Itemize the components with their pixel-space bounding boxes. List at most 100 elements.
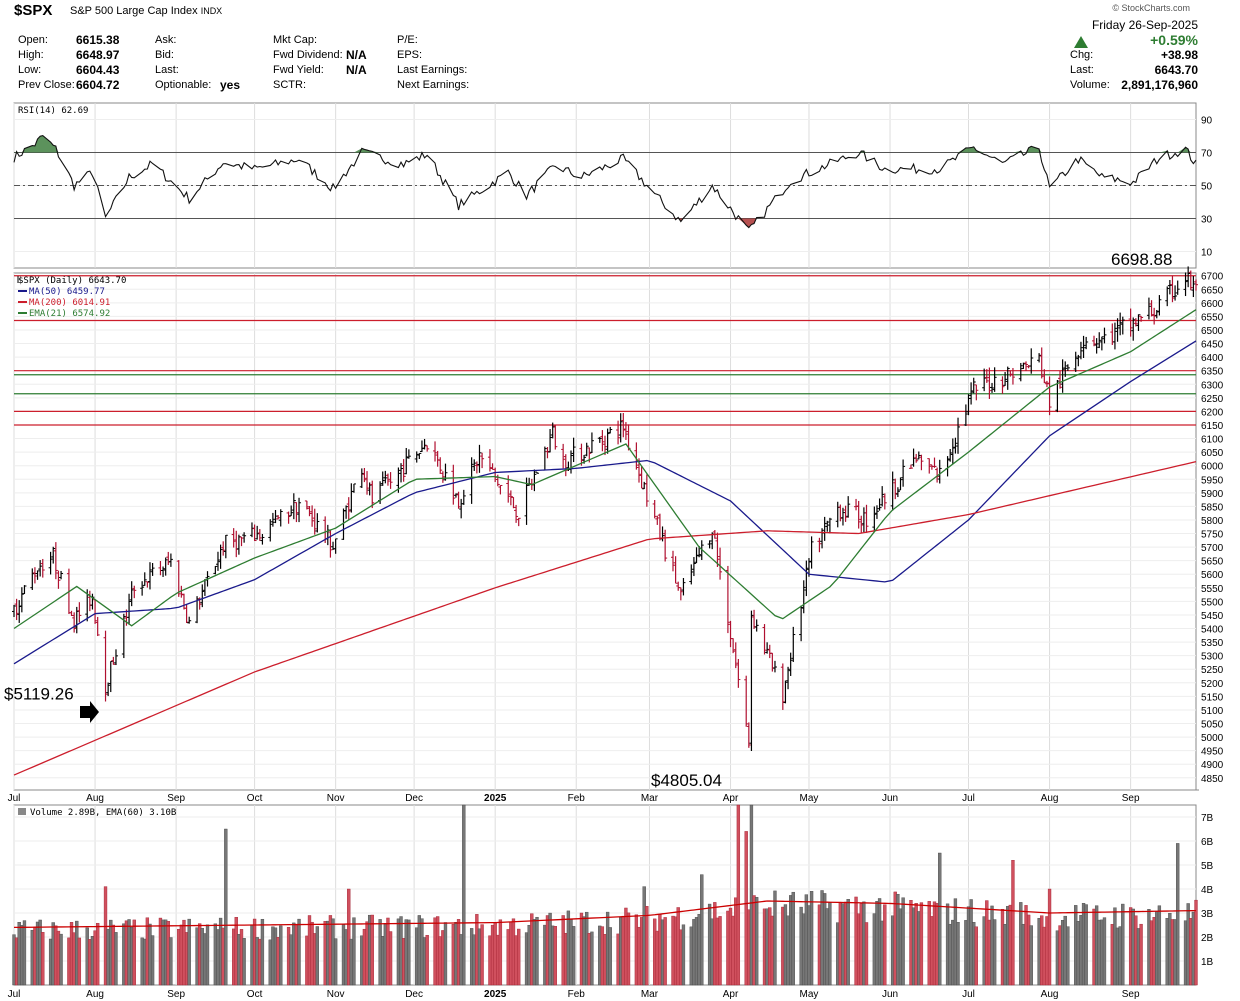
volume-bar [480,924,484,986]
volume-bar [846,899,850,986]
annotation-left: $5119.26 [4,685,74,704]
price-y-tick-13: 5500 [1201,597,1224,608]
price-y-tick-10: 5350 [1201,638,1224,649]
price-x-tick-label-14: Sep [1122,793,1140,804]
volume-label: Volume: [1070,79,1110,91]
rsi-legend: RSI(14) 62.69 [18,106,88,116]
watermark: © StockCharts.com [1112,3,1190,13]
price-y-tick-26: 6150 [1201,421,1224,432]
volume-y-tick-1: 2B [1201,933,1214,944]
volume-x-tick-label-10: May [800,989,819,1000]
legend-entry-0: MA(50) 6459.77 [29,287,105,297]
price-x-tick-label-2: Sep [167,793,185,804]
volume-x-tick-label-13: Aug [1041,989,1059,1000]
volume-bar [315,926,319,986]
annotation-high: 6698.88 [1111,250,1172,269]
volume-bar [517,928,521,986]
volume-bar [242,938,246,986]
price-y-tick-30: 6350 [1201,367,1224,378]
pe-label: P/E: [397,34,418,46]
volume-bar [681,924,686,986]
price-y-tick-7: 5200 [1201,679,1224,690]
next-earnings-label: Next Earnings: [397,79,470,91]
rsi-y-tick-4: 90 [1201,116,1213,127]
ask-label: Ask: [155,34,177,46]
prev-close-label: Prev Close: [18,79,75,91]
price-y-tick-12: 5450 [1201,611,1224,622]
open-value: 6615.38 [76,33,120,47]
volume-ema-line [13,900,1197,929]
pct-change: +0.59% [1150,32,1198,48]
high-value: 6648.97 [76,48,120,62]
volume-bar [169,937,173,986]
volume-bar [736,804,741,986]
volume-bar [1066,926,1070,986]
volume-bar [956,922,960,986]
volume-bar [1047,888,1052,986]
volume-x-tick-label-9: Apr [723,989,739,1000]
price-y-tick-2: 4950 [1201,747,1224,758]
volume-bar [1139,923,1143,986]
overlay-line-ma200 [13,461,1197,776]
price-y-tick-17: 5700 [1201,543,1224,554]
price-x-tick-label-5: Dec [405,793,423,804]
low-label: Low: [18,64,42,76]
volume-bar [205,924,210,986]
rsi-line [13,134,1197,229]
price-y-tick-35: 6600 [1201,299,1224,310]
volume-bar [828,902,832,986]
price-y-tick-19: 5800 [1201,516,1224,527]
volume-bar [1084,904,1088,986]
high-label: High: [18,49,44,61]
sctr-label: SCTR: [273,79,306,91]
volume-bars [12,804,1198,986]
volume-x-tick-label-6: 2025 [484,989,507,1000]
volume-bar [718,916,722,986]
volume-x-tick-label-0: Jul [8,989,21,1000]
volume-bar [919,902,924,986]
price-x-tick-label-12: Jul [962,793,975,804]
volume-bar [626,912,631,986]
volume-bar [755,897,759,986]
price-x-tick-label-9: Apr [723,793,739,804]
right-arrow-icon [80,701,99,723]
volume-legend-swatch [18,808,26,815]
volume-bar [791,891,795,986]
prev-close-value: 6604.72 [76,78,120,92]
volume-bar [901,897,905,986]
volume-bar [22,920,27,986]
volume-bar [132,919,136,986]
optionable-label: Optionable: [155,79,212,91]
price-y-tick-32: 6450 [1201,340,1224,351]
price-y-tick-1: 4900 [1201,760,1224,771]
price-x-tick-label-4: Nov [327,793,345,804]
volume-bar [974,926,978,986]
volume-y-tick-6: 7B [1201,813,1214,824]
volume-x-tick-label-7: Feb [568,989,586,1000]
price-x-tick-label-8: Mar [641,793,659,804]
volume-bar [938,852,942,986]
price-y-tick-0: 4850 [1201,774,1224,785]
price-bars [12,266,1198,752]
volume-x-tick-label-11: Jun [882,989,898,1000]
price-y-tick-9: 5300 [1201,652,1224,663]
last-earnings-label: Last Earnings: [397,64,468,76]
volume-bar [773,890,777,986]
legend-entry-2: EMA(21) 6574.92 [29,309,110,319]
price-y-tick-31: 6400 [1201,353,1224,364]
volume-bar [992,919,997,986]
symbol-description: S&P 500 Large Cap Index INDX [70,5,223,17]
price-legend-title: $SPX (Daily) 6643.70 [18,276,126,286]
fwd-yield-value: N/A [346,63,367,77]
low-value: 6604.43 [76,63,120,77]
volume-bar [347,888,351,986]
price-y-tick-20: 5850 [1201,502,1224,513]
volume-bar [260,918,265,986]
volume-y-tick-2: 3B [1201,909,1214,920]
volume-bar [1029,925,1033,986]
price-y-tick-4: 5050 [1201,720,1224,731]
price-y-tick-3: 5000 [1201,733,1224,744]
up-arrow-icon [1074,36,1088,48]
open-label: Open: [18,34,48,46]
last-value: 6643.70 [1154,63,1198,77]
